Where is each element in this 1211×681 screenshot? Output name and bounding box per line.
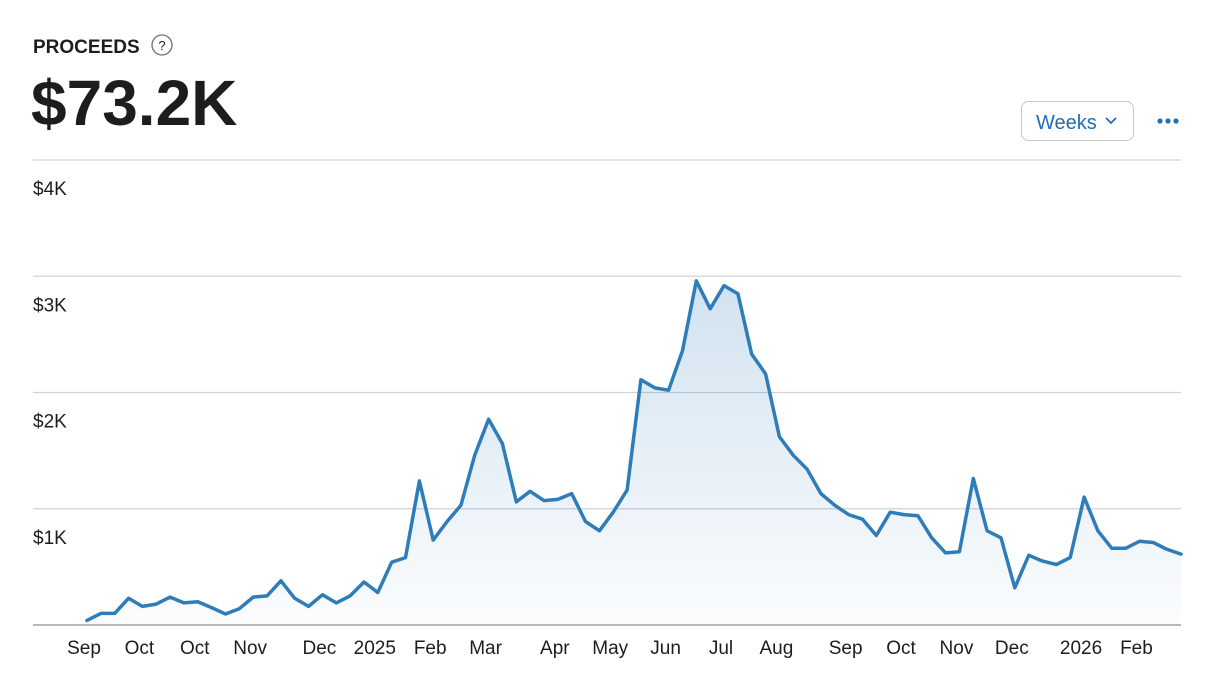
x-tick-label: Sep [829, 638, 863, 659]
area-fill [87, 280, 1181, 625]
y-tick-label: $2K [33, 412, 67, 433]
x-tick-label: Jun [650, 638, 681, 659]
help-icon[interactable]: ? [151, 34, 173, 56]
x-tick-label: Mar [469, 638, 502, 659]
button-box [1021, 101, 1134, 141]
x-tick-label: May [592, 638, 628, 659]
x-tick-label: Dec [303, 638, 337, 659]
dot [1157, 118, 1163, 124]
title: PROCEEDS [33, 37, 140, 58]
total: $73.2K [31, 67, 237, 139]
x-tick-label: Apr [540, 638, 570, 659]
help-text: ? [158, 38, 165, 53]
y-tick-label: $3K [33, 295, 67, 316]
chevron [1105, 117, 1117, 125]
period-button[interactable]: Weeks [1021, 101, 1134, 141]
x-tick-label: Nov [940, 638, 974, 659]
x-tick-label: Sep [67, 638, 101, 659]
x-tick-label: Jul [709, 638, 733, 659]
x-tick-label: 2025 [354, 638, 396, 659]
y-tick-label: $1K [33, 528, 67, 549]
x-tick-label: Nov [233, 638, 267, 659]
x-tick-label: Dec [995, 638, 1029, 659]
dot [1165, 118, 1171, 124]
x-tick-label: 2026 [1060, 638, 1102, 659]
x-tick-label: Oct [180, 638, 210, 659]
button-label: Weeks [1036, 112, 1097, 134]
x-tick-label: Oct [886, 638, 916, 659]
y-tick-label: $4K [33, 179, 67, 200]
x-tick-label: Oct [125, 638, 155, 659]
x-tick-label: Aug [759, 638, 793, 659]
help-circle [151, 34, 173, 56]
dot [1173, 118, 1179, 124]
x-tick-label: Feb [1120, 638, 1153, 659]
x-tick-label: Feb [414, 638, 447, 659]
more-menu[interactable] [1157, 118, 1179, 124]
line [85, 279, 1183, 623]
